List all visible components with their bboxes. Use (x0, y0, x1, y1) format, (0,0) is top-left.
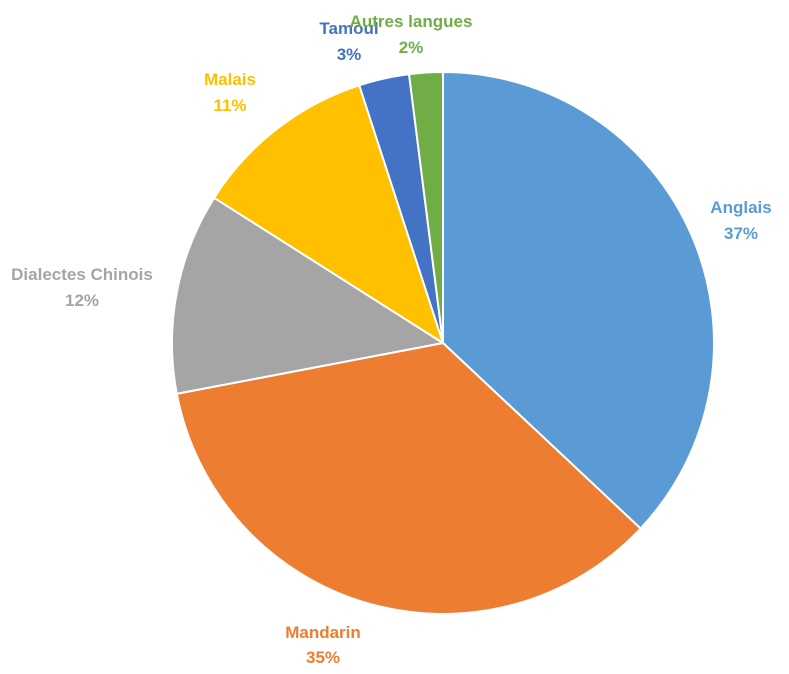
label-malais-value: 11% (213, 96, 246, 115)
label-dialectes-chinois-name: Dialectes Chinois (11, 265, 153, 284)
label-autres-langues-value: 2% (399, 38, 424, 57)
label-mandarin-name: Mandarin (285, 623, 361, 642)
label-tamoul-value: 3% (337, 45, 362, 64)
label-dialectes-chinois-value: 12% (65, 291, 99, 310)
pie-slice-anglais (442, 70, 715, 530)
pie-slice-mandarin (175, 341, 642, 615)
label-anglais-name: Anglais (710, 198, 771, 217)
pie-slice-autres-langues (407, 70, 444, 344)
pie-slice-dialectes-chinois (171, 196, 446, 395)
label-anglais-value: 37% (724, 224, 758, 243)
pie-labels: Anglais 37% Mandarin 35% Dialectes Chino… (11, 12, 772, 667)
label-mandarin-value: 35% (306, 648, 340, 667)
label-autres-langues-name: Autres langues (350, 12, 473, 31)
label-tamoul-name: Tamoul (319, 19, 378, 38)
pie-slices (171, 70, 715, 615)
pie-slice-malais (212, 83, 445, 346)
label-malais-name: Malais (204, 70, 256, 89)
